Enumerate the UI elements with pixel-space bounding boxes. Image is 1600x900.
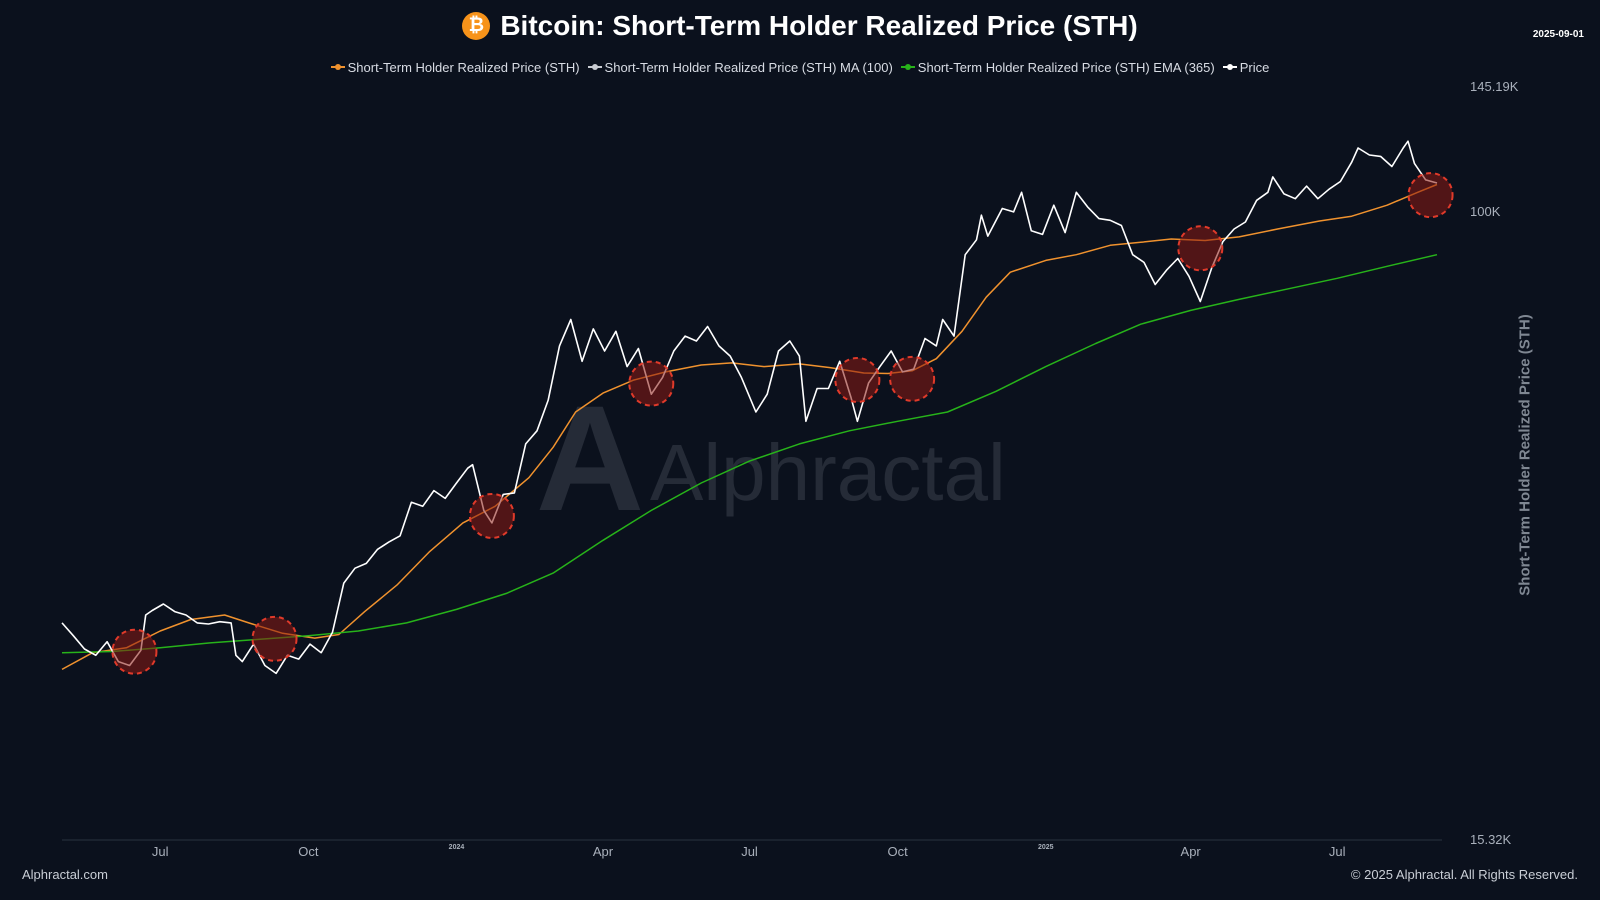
footer-copyright: © 2025 Alphractal. All Rights Reserved. — [1350, 867, 1578, 882]
series-line-3 — [61, 140, 1438, 675]
touch-highlight-circle — [628, 360, 675, 407]
watermark-logo: A — [536, 374, 644, 542]
chart-header: ₿ Bitcoin: Short-Term Holder Realized Pr… — [0, 10, 1600, 42]
x-tick-label: Jul — [1329, 844, 1346, 859]
legend-marker-icon — [587, 64, 602, 70]
legend-label: Short-Term Holder Realized Price (STH) E… — [917, 59, 1215, 75]
legend-marker-icon — [900, 64, 915, 70]
x-tick-label: Oct — [298, 844, 319, 859]
watermark-text: Alphractal — [650, 428, 1006, 517]
touch-highlight-circle — [251, 615, 298, 662]
touch-highlight-circle — [889, 355, 936, 402]
touch-highlight-circle — [1407, 172, 1454, 219]
legend-item[interactable]: Short-Term Holder Realized Price (STH) M… — [587, 59, 893, 75]
y-axis-title: Short-Term Holder Realized Price (STH) — [1516, 314, 1534, 596]
touch-highlight-circle — [834, 356, 881, 403]
page-title: ₿ Bitcoin: Short-Term Holder Realized Pr… — [462, 10, 1138, 42]
y-tick-label: 100K — [1470, 203, 1501, 219]
x-tick-label: Apr — [593, 844, 614, 859]
chart-title: Bitcoin: Short-Term Holder Realized Pric… — [500, 10, 1138, 41]
x-tick-label: Jul — [741, 844, 758, 859]
x-tick-label: Apr — [1181, 844, 1202, 859]
footer-site[interactable]: Alphractal.com — [22, 867, 108, 882]
legend-item[interactable]: Price — [1222, 59, 1270, 75]
x-tick-label: 2024 — [449, 844, 465, 851]
series-line-0 — [61, 183, 1438, 671]
report-date: 2025-09-01 — [1532, 29, 1584, 40]
legend-item[interactable]: Short-Term Holder Realized Price (STH) E… — [900, 59, 1215, 75]
x-tick-label: Jul — [152, 844, 169, 859]
legend-marker-icon — [330, 64, 345, 70]
touch-highlight-circle — [111, 628, 158, 675]
legend-item[interactable]: Short-Term Holder Realized Price (STH) — [330, 59, 580, 75]
legend-marker-icon — [1222, 64, 1237, 70]
touch-highlight-circle — [468, 492, 515, 539]
x-tick-label: 2025 — [1038, 844, 1054, 851]
touch-highlight-circle — [1177, 225, 1224, 272]
y-tick-label: 15.32K — [1470, 832, 1512, 847]
legend-label: Short-Term Holder Realized Price (STH) M… — [604, 59, 893, 75]
legend-label: Price — [1239, 59, 1270, 75]
y-tick-label: 145.19K — [1470, 79, 1519, 94]
x-tick-label: Oct — [888, 844, 909, 859]
legend-label: Short-Term Holder Realized Price (STH) — [347, 59, 580, 75]
bitcoin-icon: ₿ — [462, 12, 491, 40]
watermark: A Alphractal — [536, 374, 1006, 542]
chart-legend: Short-Term Holder Realized Price (STH) Sh… — [0, 56, 1600, 75]
